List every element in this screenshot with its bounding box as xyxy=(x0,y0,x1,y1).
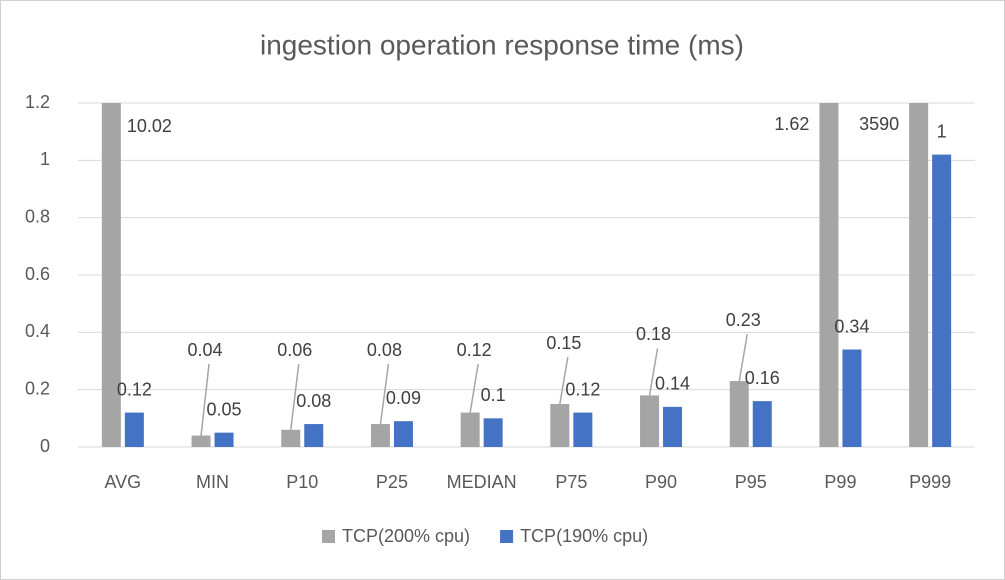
bar xyxy=(214,432,234,447)
bar xyxy=(124,412,144,447)
legend-label: TCP(200% cpu) xyxy=(342,526,470,546)
bar xyxy=(663,406,683,447)
bar xyxy=(304,424,324,447)
x-tick-label: P10 xyxy=(286,472,318,492)
bar xyxy=(932,154,952,447)
x-tick-label: MEDIAN xyxy=(447,472,517,492)
bar xyxy=(191,435,211,447)
bars xyxy=(101,103,952,447)
y-tick-label: 0.6 xyxy=(25,264,50,284)
data-label: 0.06 xyxy=(277,340,312,360)
data-label: 0.12 xyxy=(565,379,600,399)
bar xyxy=(483,418,503,447)
data-label: 3590 xyxy=(859,114,899,134)
x-tick-label: P99 xyxy=(824,472,856,492)
y-tick-label: 0 xyxy=(40,436,50,456)
data-label: 0.12 xyxy=(457,340,492,360)
data-label: 1.62 xyxy=(774,114,809,134)
data-label: 0.12 xyxy=(117,379,152,399)
bar xyxy=(460,412,480,447)
leader-line xyxy=(469,363,479,413)
data-label: 0.16 xyxy=(745,368,780,388)
data-label: 0.1 xyxy=(481,385,506,405)
bar xyxy=(101,103,121,447)
data-label: 0.05 xyxy=(207,399,242,419)
data-label: 0.14 xyxy=(655,374,690,394)
data-label: 0.08 xyxy=(367,340,402,360)
x-tick-label: AVG xyxy=(105,472,142,492)
x-tick-label: P90 xyxy=(645,472,677,492)
data-label: 0.34 xyxy=(834,316,869,336)
x-tick-label: MIN xyxy=(196,472,229,492)
legend-swatch xyxy=(322,530,335,543)
bar xyxy=(550,404,570,447)
bar xyxy=(729,381,749,447)
leader-line xyxy=(648,348,659,396)
labels: AVG 10.02 0.12 MIN 0.04 0.05 P10 0.06 0.08 P25 0.0… xyxy=(105,114,952,546)
bar xyxy=(393,421,413,447)
data-label: 0.08 xyxy=(296,391,331,411)
data-label: 10.02 xyxy=(127,116,172,136)
data-label: 0.23 xyxy=(726,310,761,330)
bar xyxy=(573,412,593,447)
bar xyxy=(370,424,390,447)
bar xyxy=(752,401,772,447)
leader-line xyxy=(290,363,300,430)
x-tick-label: P25 xyxy=(376,472,408,492)
y-tick-label: 1 xyxy=(40,149,50,169)
leader-line xyxy=(200,363,210,436)
bar xyxy=(640,395,660,447)
data-label: 0.15 xyxy=(546,333,581,353)
x-tick-label: P75 xyxy=(555,472,587,492)
data-label: 0.04 xyxy=(188,340,223,360)
leader-line xyxy=(379,363,390,425)
data-label: 0.18 xyxy=(636,324,671,344)
legend-swatch xyxy=(500,530,514,543)
bar xyxy=(819,103,839,447)
y-tick-label: 1.2 xyxy=(25,92,50,112)
leader-line xyxy=(559,356,569,405)
legend-label: TCP(190% cpu) xyxy=(520,526,648,546)
y-tick-label: 0.4 xyxy=(25,321,50,341)
data-label: 1 xyxy=(937,121,947,141)
chart-title: ingestion operation response time (ms) xyxy=(260,29,744,60)
bar xyxy=(281,429,301,447)
leader-line xyxy=(738,333,748,382)
bar xyxy=(909,103,929,447)
data-label: 0.09 xyxy=(386,388,421,408)
x-tick-label: P999 xyxy=(909,472,951,492)
y-tick-label: 0.2 xyxy=(25,378,50,398)
x-tick-label: P95 xyxy=(735,472,767,492)
bar xyxy=(842,349,862,447)
y-tick-label: 0.8 xyxy=(25,206,50,226)
